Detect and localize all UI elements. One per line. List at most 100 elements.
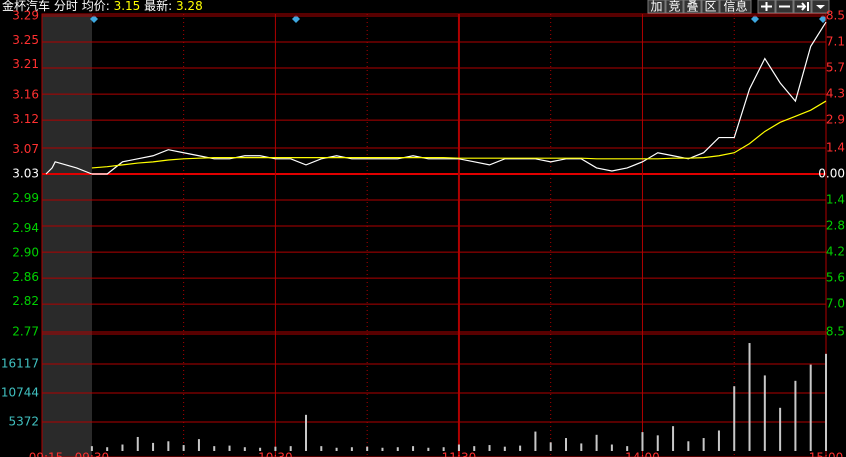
y2-tick-label: 1.4 <box>826 193 845 207</box>
y-tick-label: 3.16 <box>12 88 39 102</box>
volume-bar <box>717 430 720 451</box>
toolbar-label: 区 <box>704 0 716 14</box>
volume-bar <box>626 446 629 451</box>
toolbar-label: 竞 <box>668 0 680 14</box>
volume-bar <box>503 446 506 451</box>
volume-tick-label: 10744 <box>1 386 39 400</box>
volume-bar <box>136 436 139 451</box>
volume-bar <box>243 447 246 451</box>
volume-bar <box>381 447 384 451</box>
volume-bar <box>106 447 109 451</box>
volume-bar <box>335 447 338 451</box>
x-tick-label: 09:15 <box>29 451 64 457</box>
plot-frame <box>41 13 827 457</box>
volume-bar <box>687 441 690 451</box>
volume-bar <box>595 434 598 451</box>
y2-tick-label: 8.5 <box>826 325 845 339</box>
toolbar: 加竞叠区信息 <box>647 0 752 14</box>
toolbar-button[interactable] <box>647 0 666 14</box>
auction-band <box>42 14 92 457</box>
volume-bar <box>748 343 751 451</box>
volume-bar <box>259 447 262 451</box>
volume-bar <box>396 447 399 451</box>
toolbar-button[interactable] <box>701 0 720 14</box>
volume-bar <box>412 446 415 451</box>
y2-tick-label: 8.5 <box>826 9 845 23</box>
y2-tick-label: 4.3 <box>826 87 845 101</box>
toolbar-button[interactable] <box>665 0 684 14</box>
x-tick-label: 11:30 <box>442 451 477 457</box>
y-tick-label: 2.94 <box>12 221 39 235</box>
x-tick-label: 10:30 <box>258 451 293 457</box>
y-tick-label: 2.90 <box>12 246 39 260</box>
volume-bar <box>610 444 613 451</box>
last-label: 最新: <box>144 0 172 13</box>
volume-bar <box>167 441 170 451</box>
volume-tick-label: 16117 <box>1 356 39 370</box>
volume-bar <box>427 447 430 451</box>
volume-bar <box>197 439 200 451</box>
y-tick-label: 2.77 <box>12 325 39 339</box>
volume-bar <box>473 446 476 451</box>
volume-bar <box>672 426 675 451</box>
price-line <box>91 100 827 169</box>
volume-bar <box>534 431 537 451</box>
volume-bar <box>182 445 185 451</box>
y-tick-label: 3.03 <box>12 167 39 181</box>
y-tick-label: 2.99 <box>12 191 39 205</box>
volume-bar <box>366 446 369 451</box>
volume-bar <box>519 445 522 451</box>
volume-bar <box>794 380 797 451</box>
volume-bar <box>442 447 445 451</box>
y-tick-label: 2.86 <box>12 270 39 284</box>
volume-bar <box>763 375 766 451</box>
y2-tick-label: 0.00 <box>818 167 845 181</box>
volume-bar <box>121 444 124 451</box>
price-line <box>45 161 93 175</box>
last-value: 3.28 <box>176 0 203 13</box>
y2-tick-label: 5.6 <box>826 271 845 285</box>
y2-tick-label: 1.4 <box>826 140 845 154</box>
toolbar-label: 信息 <box>723 0 747 14</box>
toolbar-label: 加 <box>650 0 662 14</box>
x-tick-label: 14:00 <box>625 451 660 457</box>
y2-tick-label: 2.9 <box>826 113 845 127</box>
volume-bar <box>702 438 705 451</box>
volume-bar <box>656 435 659 451</box>
volume-bar <box>779 407 782 451</box>
toolbar-icons <box>757 0 830 14</box>
y-tick-label: 3.21 <box>12 57 39 71</box>
volume-bar <box>457 444 460 451</box>
stock-name: 金杯汽车 <box>2 0 50 13</box>
toolbar-button[interactable] <box>719 0 752 14</box>
volume-bar <box>565 438 567 451</box>
volume-bar <box>641 432 644 451</box>
volume-bar <box>90 446 93 451</box>
avg-value: 3.15 <box>114 0 141 13</box>
header: 金杯汽车 分时 均价: 3.15 最新: 3.28 <box>2 0 203 13</box>
y2-tick-label: 7.0 <box>826 297 845 311</box>
y-tick-label: 3.07 <box>12 142 39 156</box>
volume-bar <box>320 446 323 451</box>
volume-bar <box>350 447 353 451</box>
volume-bar <box>488 445 491 451</box>
volume-bar <box>289 446 292 451</box>
y2-tick-label: 7.1 <box>826 35 845 49</box>
volume-bar <box>549 442 552 451</box>
y2-tick-label: 4.2 <box>826 245 845 259</box>
volume-bar <box>274 446 277 451</box>
avg-label: 均价: <box>82 0 110 13</box>
y-tick-label: 2.82 <box>12 294 39 308</box>
y2-tick-label: 2.8 <box>826 219 845 233</box>
volume-bar <box>228 445 231 451</box>
volume-tick-label: 5372 <box>8 415 39 429</box>
volume-bar <box>825 353 827 451</box>
period: 分时 <box>54 0 78 13</box>
toolbar-button[interactable] <box>683 0 702 14</box>
volume-bar <box>152 442 155 451</box>
volume-bar <box>213 446 216 451</box>
price-line <box>91 21 827 175</box>
volume-bar <box>809 364 812 451</box>
